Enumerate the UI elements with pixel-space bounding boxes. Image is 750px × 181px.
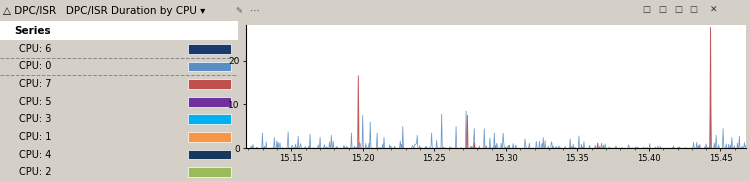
Text: CPU: 5: CPU: 5 <box>19 97 52 107</box>
Text: ☐: ☐ <box>690 6 698 15</box>
Bar <box>188 150 231 159</box>
Bar <box>188 62 231 71</box>
Bar <box>188 44 231 54</box>
Text: △ DPC/ISR   DPC/ISR Duration by CPU ▾: △ DPC/ISR DPC/ISR Duration by CPU ▾ <box>3 7 206 16</box>
Text: ✕: ✕ <box>710 6 718 15</box>
Text: CPU: 1: CPU: 1 <box>19 132 52 142</box>
Text: CPU: 6: CPU: 6 <box>19 44 52 54</box>
Bar <box>0 21 238 40</box>
Bar <box>188 79 231 89</box>
Text: ☐: ☐ <box>658 6 666 15</box>
Text: ✎: ✎ <box>235 6 242 15</box>
Bar <box>188 132 231 142</box>
Bar <box>188 97 231 107</box>
Text: ⋯: ⋯ <box>250 5 259 15</box>
Text: CPU: 7: CPU: 7 <box>19 79 52 89</box>
Text: CPU: 0: CPU: 0 <box>19 62 52 71</box>
Text: Series: Series <box>14 26 51 36</box>
Text: ☐: ☐ <box>674 6 682 15</box>
Bar <box>188 115 231 124</box>
Text: % Duration (Fragmented) using resource time as [Fragment Exit Time-Duration (Fra: % Duration (Fragmented) using resource t… <box>245 30 690 37</box>
Text: CPU: 2: CPU: 2 <box>19 167 52 177</box>
Text: ☐: ☐ <box>643 6 650 15</box>
Bar <box>188 167 231 177</box>
Text: CPU: 3: CPU: 3 <box>19 114 52 124</box>
Text: CPU: 4: CPU: 4 <box>19 150 52 160</box>
